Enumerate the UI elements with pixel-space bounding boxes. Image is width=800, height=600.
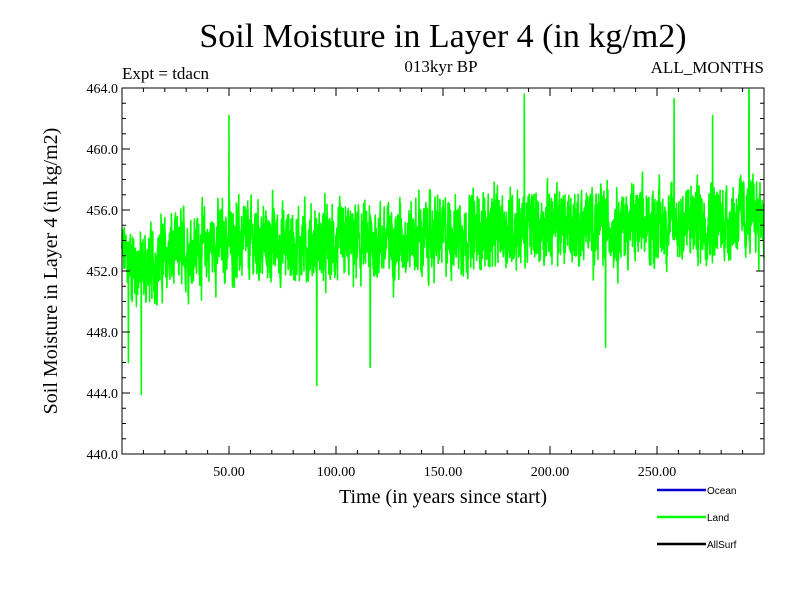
experiment-label: Expt = tdacn bbox=[122, 64, 210, 83]
legend: Ocean Land AllSurf bbox=[657, 486, 737, 551]
y-tick-label: 444.0 bbox=[87, 387, 119, 402]
legend-label-ocean: Ocean bbox=[707, 486, 736, 497]
x-tick-label: 100.00 bbox=[317, 465, 356, 480]
series-line-land bbox=[121, 88, 765, 396]
y-tick-label: 464.0 bbox=[87, 82, 119, 97]
series-layer bbox=[121, 88, 765, 396]
ticks-layer: 440.0 444.0 448.0 452.0 456.0 460.0 464.0 50.00… bbox=[87, 82, 764, 480]
x-tick-label: 50.00 bbox=[213, 465, 245, 480]
y-axis-label: Soil Moisture in Layer 4 (in kg/m2) bbox=[40, 128, 62, 415]
legend-label-allsurf: AllSurf bbox=[707, 540, 737, 551]
chart-title: Soil Moisture in Layer 4 (in kg/m2) bbox=[199, 18, 686, 55]
x-tick-label: 250.00 bbox=[638, 465, 677, 480]
y-tick-label: 456.0 bbox=[87, 204, 119, 219]
months-label: ALL_MONTHS bbox=[651, 58, 764, 77]
x-tick-label: 150.00 bbox=[424, 465, 463, 480]
y-tick-label: 460.0 bbox=[87, 143, 119, 158]
x-axis-label: Time (in years since start) bbox=[339, 486, 547, 508]
y-tick-label: 440.0 bbox=[87, 448, 119, 463]
plot-frame bbox=[121, 87, 765, 455]
y-tick-label: 448.0 bbox=[87, 326, 119, 341]
y-tick-label: 452.0 bbox=[87, 265, 119, 280]
period-label: 013kyr BP bbox=[404, 57, 477, 76]
legend-label-land: Land bbox=[707, 513, 729, 524]
x-tick-label: 200.00 bbox=[531, 465, 570, 480]
